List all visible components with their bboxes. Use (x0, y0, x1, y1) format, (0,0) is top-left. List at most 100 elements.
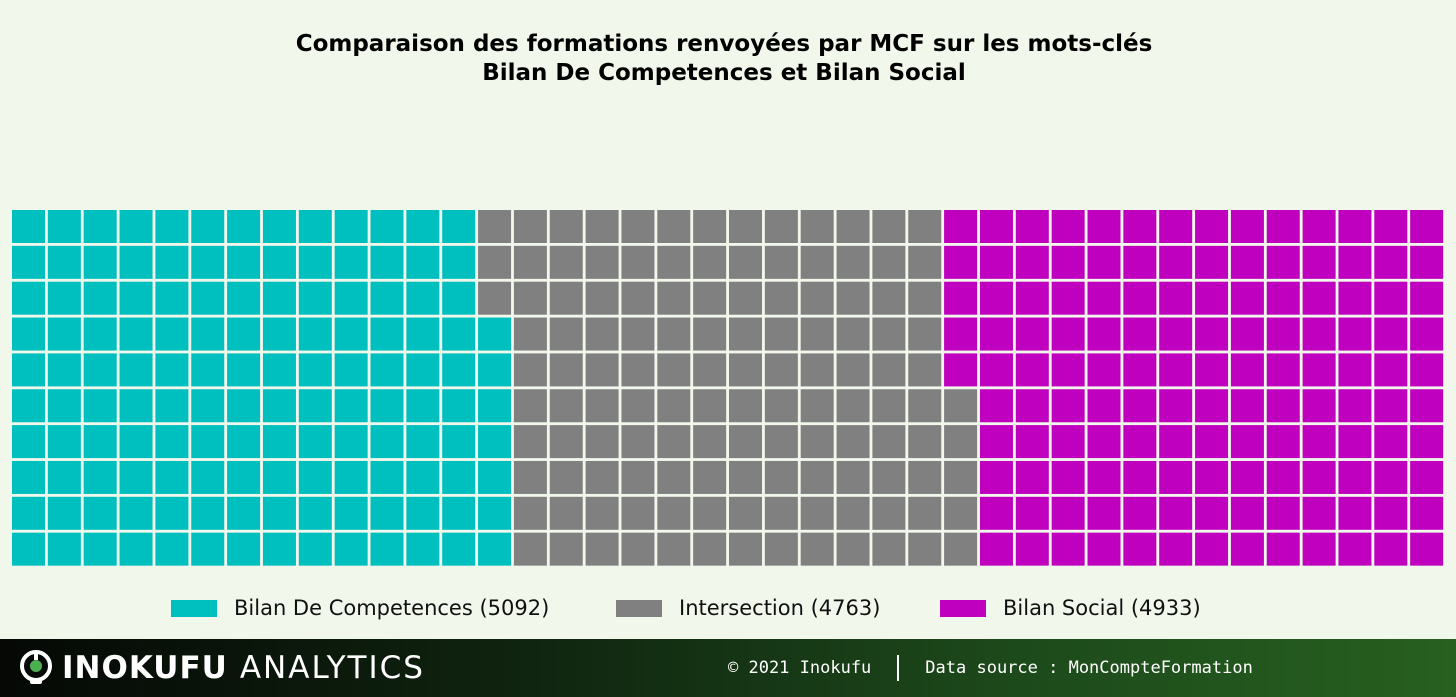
waffle-cell-bilan-de-competences (191, 281, 225, 315)
waffle-cell-bilan-social (1374, 460, 1408, 494)
waffle-cell-bilan-de-competences (262, 245, 296, 279)
waffle-cell-bilan-social (1195, 496, 1229, 530)
waffle-cell-bilan-social (1051, 460, 1085, 494)
waffle-cell-bilan-de-competences (155, 353, 189, 387)
waffle-cell-bilan-de-competences (298, 317, 332, 351)
waffle-cell-bilan-de-competences (47, 425, 81, 459)
waffle-cell-intersection (764, 245, 798, 279)
waffle-cell-bilan-de-competences (298, 389, 332, 423)
waffle-cell-bilan-social (979, 532, 1013, 566)
waffle-cell-intersection (908, 245, 942, 279)
waffle-cell-bilan-social (1159, 210, 1193, 243)
waffle-cell-bilan-social (1123, 460, 1157, 494)
waffle-cell-bilan-de-competences (442, 210, 476, 243)
waffle-cell-bilan-de-competences (478, 389, 512, 423)
waffle-cell-bilan-de-competences (83, 460, 117, 494)
legend: Bilan De Competences (5092) Intersection… (0, 592, 1456, 624)
waffle-cell-intersection (585, 210, 619, 243)
waffle-cell-intersection (693, 317, 727, 351)
waffle-cell-bilan-de-competences (478, 317, 512, 351)
waffle-cell-intersection (549, 532, 583, 566)
waffle-cell-bilan-social (1195, 245, 1229, 279)
waffle-cell-intersection (478, 281, 512, 315)
waffle-cell-bilan-de-competences (406, 425, 440, 459)
waffle-cell-intersection (836, 317, 870, 351)
waffle-cell-bilan-social (1015, 317, 1049, 351)
waffle-cell-bilan-social (979, 317, 1013, 351)
waffle-cell-bilan-social (1051, 353, 1085, 387)
waffle-cell-bilan-social (1015, 281, 1049, 315)
waffle-cell-bilan-social (1087, 281, 1121, 315)
waffle-cell-intersection (513, 317, 547, 351)
waffle-cell-bilan-social (1195, 460, 1229, 494)
waffle-cell-bilan-social (1338, 210, 1372, 243)
waffle-cell-bilan-social (1374, 532, 1408, 566)
waffle-cell-intersection (549, 281, 583, 315)
legend-swatch-bilan-de-competences (171, 599, 217, 617)
waffle-cell-intersection (800, 496, 834, 530)
waffle-cell-bilan-social (979, 281, 1013, 315)
waffle-cell-intersection (729, 496, 762, 530)
waffle-cell-bilan-social (1338, 245, 1372, 279)
waffle-cell-intersection (693, 210, 727, 243)
waffle-cell-bilan-de-competences (370, 496, 404, 530)
legend-item-bilan-de-competences: Bilan De Competences (5092) (171, 592, 549, 624)
waffle-cell-intersection (800, 245, 834, 279)
waffle-cell-intersection (549, 353, 583, 387)
waffle-cell-intersection (764, 532, 798, 566)
waffle-cell-intersection (513, 389, 547, 423)
bulb-icon (20, 650, 52, 684)
waffle-cell-intersection (764, 317, 798, 351)
waffle-cell-bilan-social (979, 353, 1013, 387)
waffle-cell-bilan-de-competences (12, 210, 45, 243)
waffle-cell-intersection (478, 245, 512, 279)
waffle-cell-bilan-de-competences (442, 245, 476, 279)
waffle-cell-bilan-de-competences (406, 210, 440, 243)
waffle-cell-intersection (585, 425, 619, 459)
waffle-cell-bilan-de-competences (334, 245, 368, 279)
waffle-cell-bilan-social (1266, 389, 1300, 423)
waffle-cell-bilan-de-competences (12, 425, 45, 459)
waffle-cell-bilan-de-competences (227, 460, 261, 494)
waffle-cell-bilan-social (979, 245, 1013, 279)
waffle-cell-bilan-de-competences (191, 210, 225, 243)
waffle-cell-bilan-social (1338, 353, 1372, 387)
waffle-cell-intersection (764, 281, 798, 315)
logo-brand-strong: INOKUFU (62, 650, 228, 686)
waffle-cell-intersection (621, 353, 655, 387)
waffle-cell-intersection (800, 317, 834, 351)
waffle-cell-intersection (908, 532, 942, 566)
waffle-cell-bilan-social (1123, 210, 1157, 243)
waffle-cell-bilan-de-competences (298, 532, 332, 566)
waffle-cell-intersection (693, 532, 727, 566)
waffle-cell-intersection (621, 496, 655, 530)
waffle-cell-intersection (908, 496, 942, 530)
waffle-cell-bilan-social (1159, 353, 1193, 387)
waffle-cell-intersection (657, 353, 691, 387)
waffle-cell-intersection (800, 532, 834, 566)
waffle-cell-bilan-de-competences (83, 210, 117, 243)
waffle-cell-bilan-de-competences (442, 496, 476, 530)
waffle-cell-bilan-de-competences (83, 532, 117, 566)
waffle-cell-bilan-social (1266, 460, 1300, 494)
waffle-cell-bilan-de-competences (478, 460, 512, 494)
waffle-cell-bilan-de-competences (478, 353, 512, 387)
waffle-cell-bilan-de-competences (406, 245, 440, 279)
waffle-cell-bilan-de-competences (478, 496, 512, 530)
waffle-cell-intersection (657, 389, 691, 423)
waffle-cell-bilan-social (979, 496, 1013, 530)
waffle-cell-intersection (693, 496, 727, 530)
waffle-cell-bilan-de-competences (298, 281, 332, 315)
waffle-cell-bilan-de-competences (298, 460, 332, 494)
waffle-cell-bilan-social (1338, 389, 1372, 423)
waffle-cell-intersection (764, 425, 798, 459)
waffle-cell-bilan-de-competences (262, 353, 296, 387)
waffle-cell-bilan-social (1266, 245, 1300, 279)
waffle-cell-bilan-de-competences (119, 460, 153, 494)
waffle-cell-intersection (944, 496, 978, 530)
waffle-cell-bilan-social (1015, 245, 1049, 279)
waffle-cell-bilan-de-competences (119, 532, 153, 566)
legend-label-intersection: Intersection (4763) (679, 596, 881, 620)
waffle-cell-intersection (513, 425, 547, 459)
waffle-cell-bilan-social (1195, 281, 1229, 315)
